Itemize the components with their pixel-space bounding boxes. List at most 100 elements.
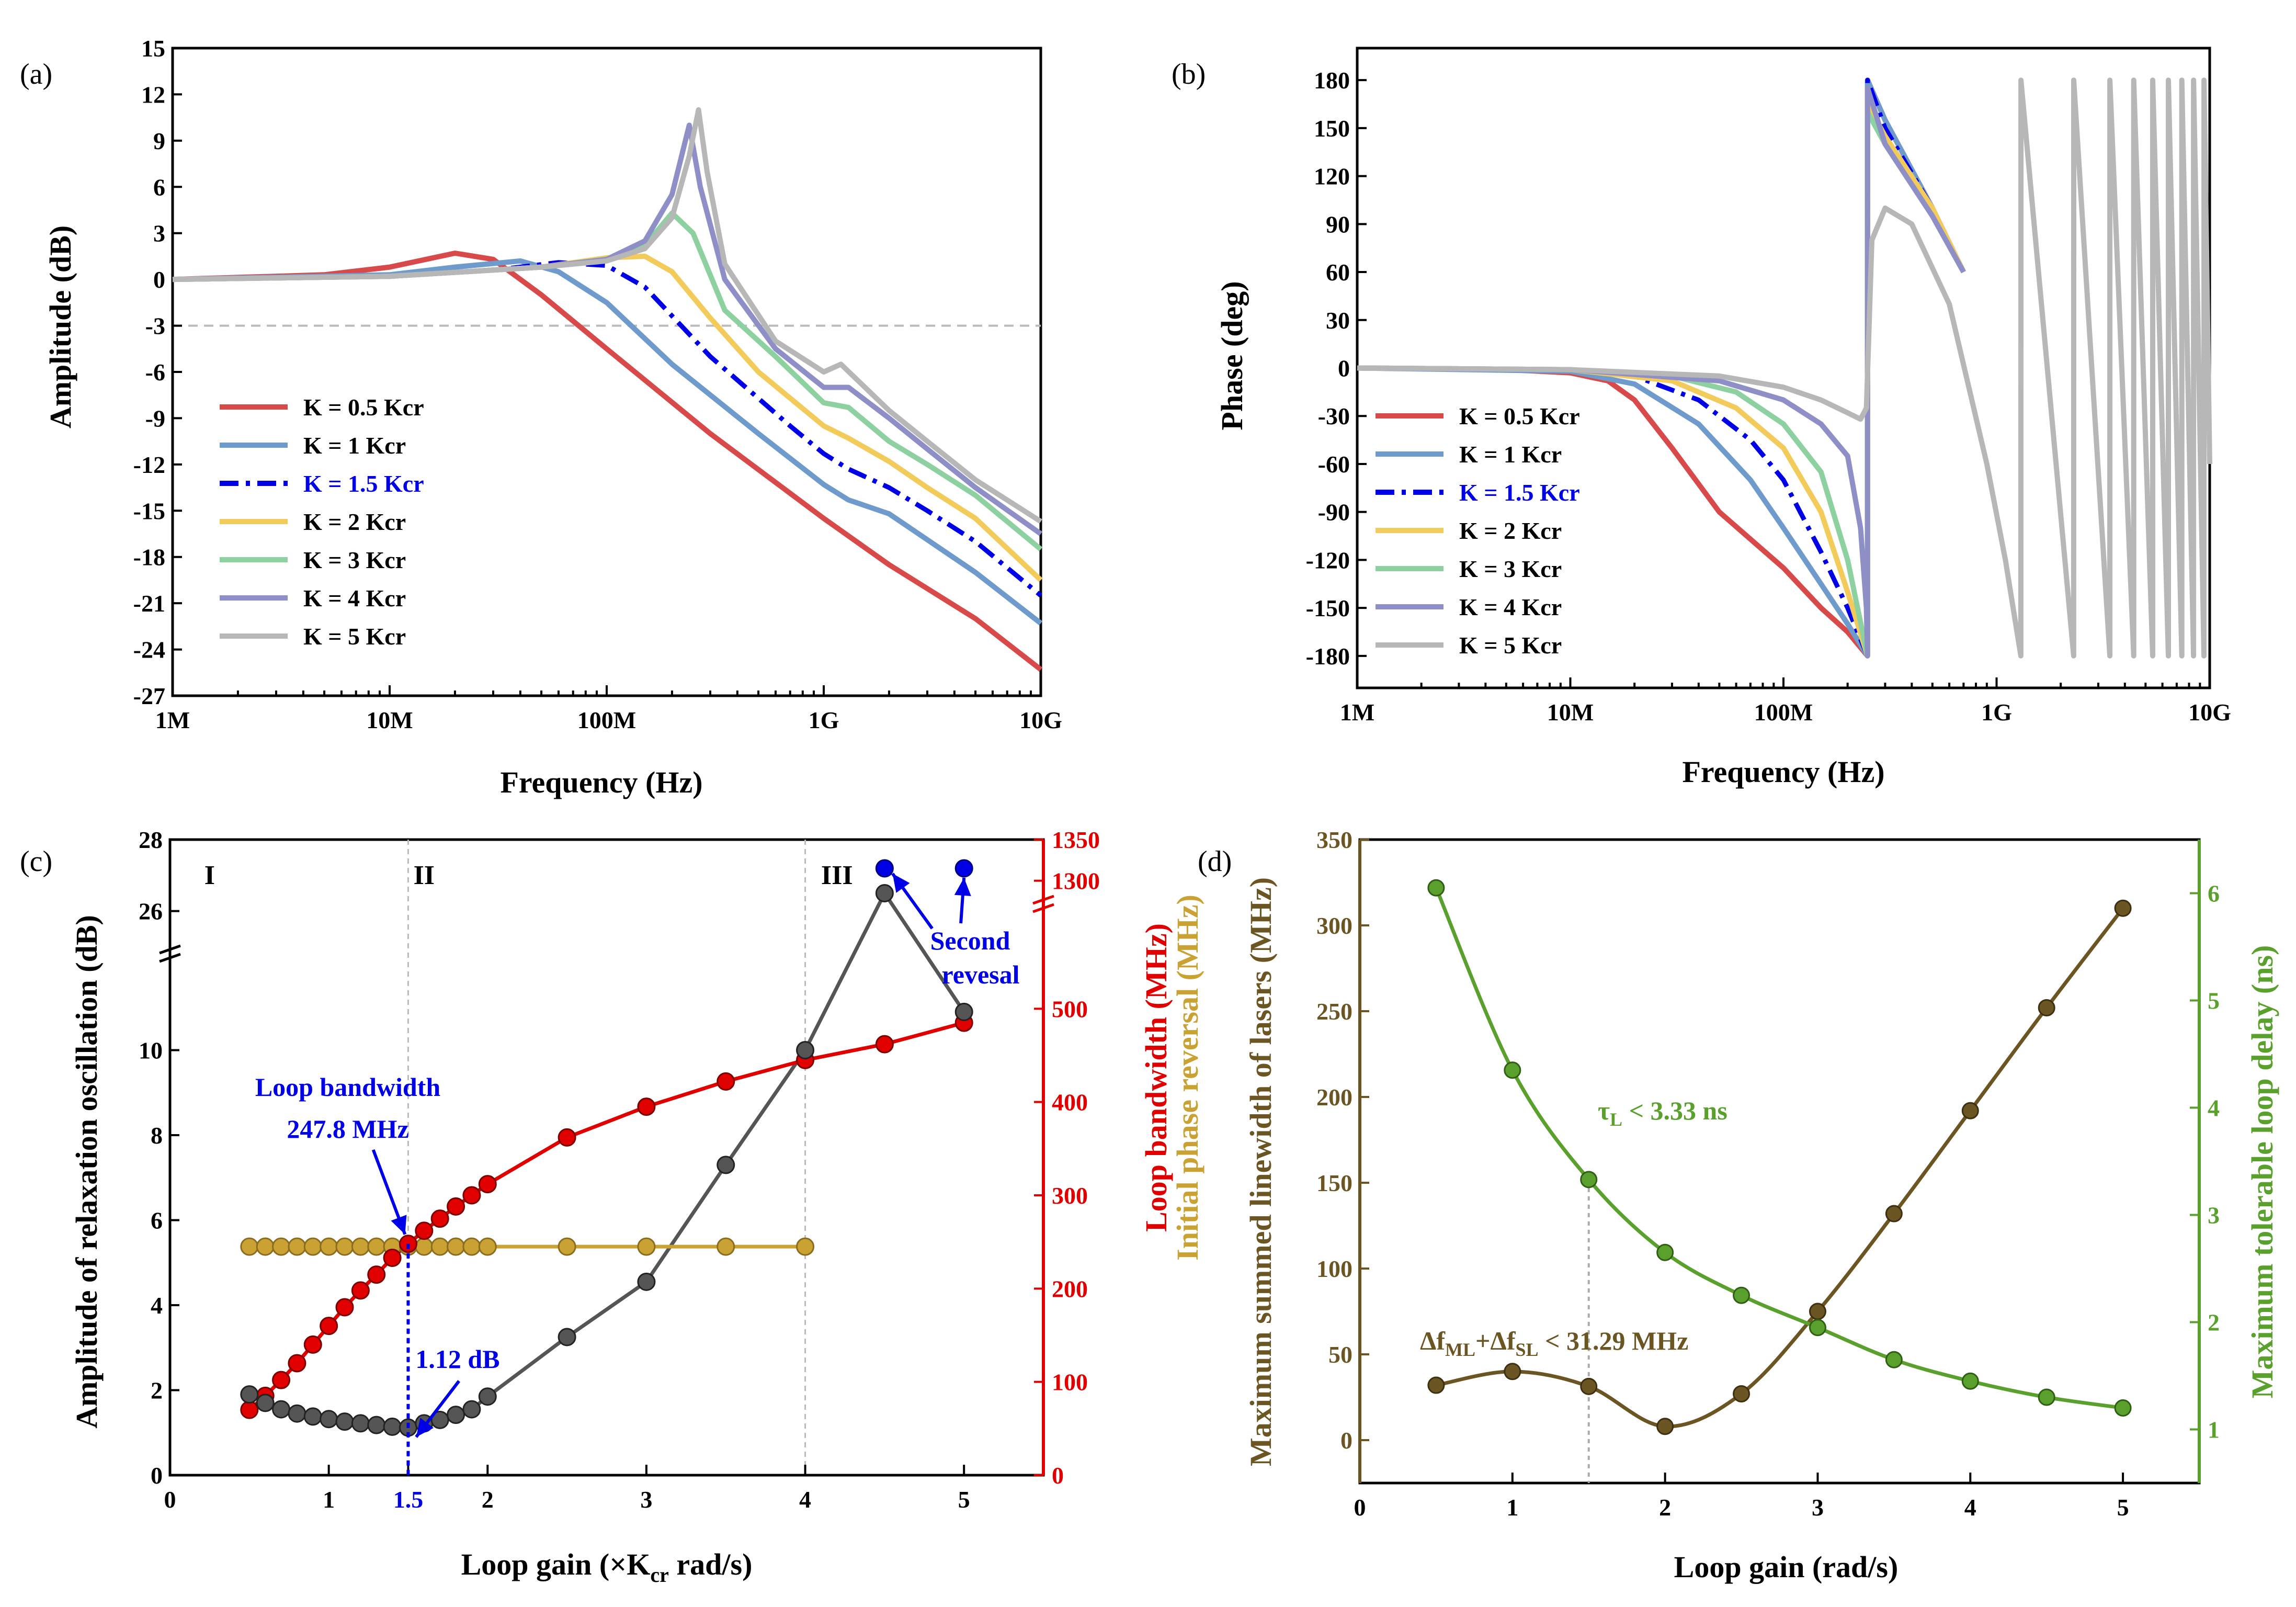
pc-amplitude-point [875,884,894,902]
panel-c: (c) 0 1 1.5 2 3 4 5 0 2 4 6 8 10 26 28 0 100 200 300 400 500… [20,827,1204,1587]
pc-bandwidth-point [430,1209,449,1228]
pc-amplitude-point [320,1410,338,1429]
pc-bandwidth-point [367,1265,386,1284]
pa-legend-label-k-4-kcr: K = 4 Kcr [303,585,406,612]
pc-phase-reversal-point [272,1237,291,1256]
pc-left-tick-label: 0 [151,1462,163,1489]
pc-right-tick-label: 1350 [1052,827,1100,853]
pd-loop-delay-point [1580,1171,1598,1189]
pc-bandwidth-point [383,1248,402,1267]
pc-left-tick-label: 28 [139,827,163,853]
pa-series-k-1-5-kcr [172,260,1042,597]
pb-series-k-5-kcr [1357,77,2212,659]
pc-amplitude-point [240,1385,259,1404]
panel-a-x-axis-label: Frequency (Hz) [500,765,702,799]
pa-y-tick-label: -27 [133,683,165,709]
second-reversal-annotation-line1: Second [930,926,1010,955]
pa-x-tick-label: 1M [155,707,190,733]
pc-phase-reversal-point [351,1237,370,1256]
pc-phase-reversal-point [447,1237,465,1256]
panel-a-series [172,107,1043,672]
panel-c-left-y-axis-label: Amplitude of relaxation oscillation (dB) [70,915,104,1429]
tau-annotation-main: τ [1598,1096,1610,1125]
pc-phase-reversal-point [256,1237,275,1256]
tau-annotation-sub: L [1610,1109,1622,1130]
second-reversal-annotation-line2: revesal [941,960,1019,989]
pc-bandwidth-line [248,1021,965,1411]
pd-linewidth-point [1961,1102,1979,1119]
pa-x-tick-label: 100M [577,707,636,733]
pb-y-tick-label: 180 [1314,67,1350,94]
pb-legend-label-k-1-kcr: K = 1 Kcr [1459,441,1562,468]
panel-a-plot-frame [171,47,1042,697]
pc-amplitude-point [462,1400,481,1419]
panel-c-x-axis-label-sub: cr [650,1563,669,1587]
linewidth-annotation-df1: Δf [1420,1326,1446,1355]
pb-y-tick-label: -60 [1318,451,1350,478]
pb-y-tick-label: 60 [1326,259,1350,286]
pd-x-tick-label: 5 [2117,1494,2129,1521]
pc-amplitude-point [288,1404,306,1423]
pc-bandwidth-point [351,1281,370,1300]
pc-left-tick-label: 6 [151,1207,163,1234]
pc-second-reversal-point [875,859,894,878]
pc-phase-reversal-point [558,1237,576,1256]
pc-right-tick-label: 500 [1052,995,1088,1022]
pd-left-tick-label: 50 [1328,1341,1352,1368]
pc-left-axis-break [159,944,181,963]
pc-bandwidth-point [875,1035,894,1054]
pc-dip-arrow-head [416,1418,434,1437]
linewidth-annotation-sub1: ML [1445,1339,1475,1360]
pd-right-tick-label: 5 [2208,988,2220,1014]
pd-loop-delay-point [2038,1388,2055,1406]
pa-y-tick-label: -21 [133,590,165,617]
pc-right-tick-label: 400 [1052,1089,1088,1116]
pa-y-tick-label: 12 [141,81,165,108]
pc-bandwidth-point [637,1097,656,1116]
pd-loop-delay-point [1961,1372,1979,1390]
pc-phase-reversal-point [415,1237,434,1256]
panel-a-y-axis-label: Amplitude (dB) [43,225,77,428]
pd-x-tick-label: 3 [1812,1494,1824,1521]
pb-y-tick-label: -30 [1318,403,1350,429]
pc-amplitude-point [637,1272,656,1291]
pd-linewidth-point [1809,1303,1826,1320]
pa-y-tick-label: -9 [145,405,165,432]
pd-loop-delay-point [1733,1286,1751,1304]
pc-amplitude-point [796,1041,815,1059]
pa-legend-label-k-3-kcr: K = 3 Kcr [303,547,406,573]
tau-annotation-tail: < 3.33 ns [1622,1096,1727,1125]
panel-d-label: (d) [1198,845,1232,878]
panel-a-label: (a) [20,58,52,90]
pd-linewidth-point [2114,899,2132,917]
pa-series-k-1-kcr [172,258,1043,626]
pc-phase-reversal-point [637,1237,656,1256]
pc-phase-reversal-point [320,1237,338,1256]
pc-bandwidth-point [303,1335,322,1354]
pd-loop-delay-point [1885,1351,1903,1368]
pb-x-tick-label: 1G [1981,699,2012,726]
pa-x-tick-label: 1G [809,707,839,733]
pc-amplitude-point [367,1416,386,1434]
pc-right-tick-label: 300 [1052,1182,1088,1209]
pc-right-tick-label: 100 [1052,1369,1088,1396]
pc-amplitude-point [717,1156,735,1174]
pc-bandwidth-arrow-head [391,1215,407,1235]
pb-series-k-1-kcr [1357,77,1966,659]
pd-right-tick-label: 2 [2208,1309,2220,1336]
pd-linewidth-point [1885,1205,1903,1223]
pd-left-tick-label: 150 [1316,1170,1352,1196]
pc-bandwidth-point [272,1371,291,1389]
pc-x-tick-label: 2 [482,1486,494,1513]
pc-left-tick-label: 4 [151,1292,163,1319]
panel-b-label: (b) [1172,58,1206,90]
panel-c-label: (c) [20,845,52,878]
pb-y-tick-label: 90 [1326,211,1350,237]
pb-series-k-4-kcr [1357,85,1966,659]
pa-series-k-4-kcr [172,122,1042,536]
pc-left-tick-label: 2 [151,1377,163,1404]
pc-amplitude-line [248,889,966,1430]
panel-c-region-guides [407,840,806,1475]
